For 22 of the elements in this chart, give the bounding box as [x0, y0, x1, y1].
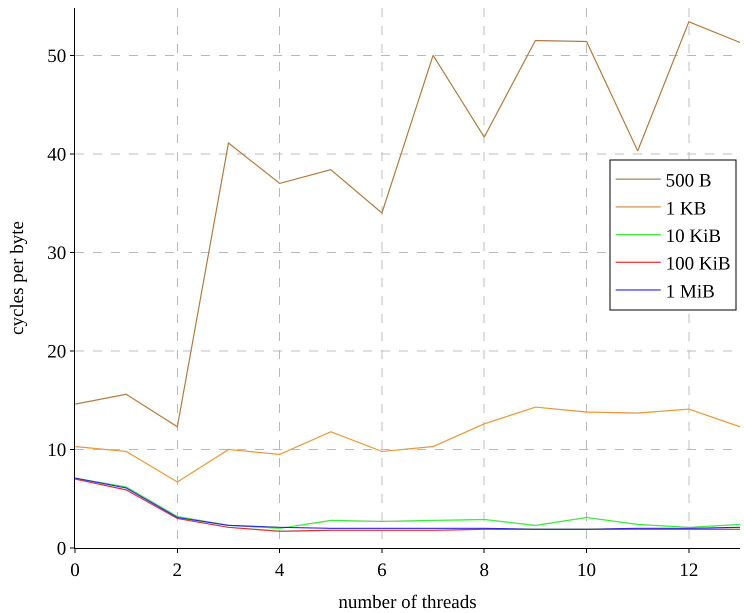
y-tick-label: 30 — [47, 243, 66, 264]
y-tick-label: 40 — [47, 144, 66, 166]
legend-label: 500 B — [666, 170, 712, 192]
y-axis-title: cycles per byte — [7, 221, 28, 335]
x-tick-label: 4 — [274, 560, 285, 581]
y-tick-label: 20 — [47, 342, 66, 363]
y-tick-label: 50 — [47, 46, 66, 67]
line-series — [75, 406, 740, 483]
x-tick-label: 6 — [377, 560, 387, 581]
x-axis-title: number of threads — [338, 592, 477, 613]
x-tick-label: 8 — [479, 560, 489, 581]
legend-label: 100 KiB — [666, 254, 731, 275]
x-tick-label: 0 — [70, 560, 80, 581]
x-tick-label: 2 — [172, 560, 182, 581]
legend-label: 10 KiB — [666, 226, 722, 247]
legend-label: 1 KB — [666, 198, 706, 220]
legend-label: 1 MiB — [666, 281, 715, 302]
x-tick-label: 10 — [577, 560, 596, 581]
y-tick-label: 0 — [56, 538, 66, 560]
x-tick-label: 12 — [679, 560, 698, 581]
line-series — [75, 21, 740, 428]
y-tick-label: 10 — [47, 440, 66, 462]
